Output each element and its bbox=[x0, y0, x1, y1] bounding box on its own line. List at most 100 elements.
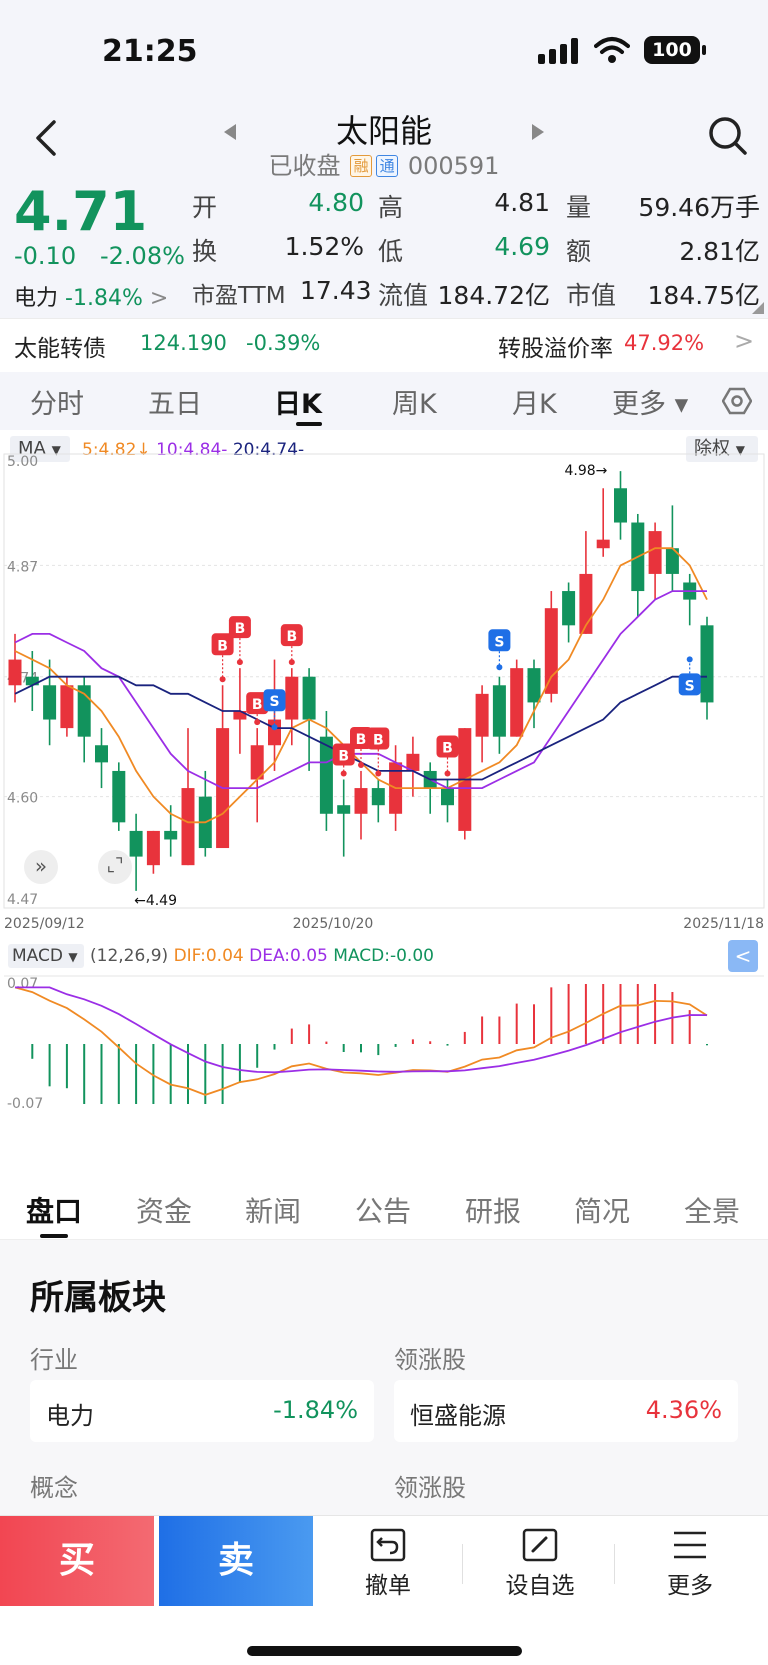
sell-signal-label: S bbox=[685, 678, 695, 694]
industry-name: 电力 bbox=[46, 1402, 94, 1430]
active-tab-indicator bbox=[296, 422, 322, 426]
candle-body bbox=[302, 676, 316, 720]
macd-dea: DEA:0.05 bbox=[249, 946, 328, 966]
status-bar: 21:25 100 bbox=[0, 0, 768, 100]
macd-y-bottom: -0.07 bbox=[7, 1096, 43, 1112]
leader-card-1[interactable]: 恒盛能源 4.36% bbox=[394, 1380, 738, 1442]
signal-badge bbox=[436, 735, 459, 758]
signal-badge bbox=[263, 689, 286, 712]
prev-stock-icon[interactable] bbox=[222, 122, 238, 142]
sell-button[interactable]: 卖 bbox=[159, 1516, 313, 1606]
stock-name: 太阳能 bbox=[335, 112, 432, 150]
leader-label-1: 领涨股 bbox=[394, 1346, 466, 1374]
tab-more[interactable]: 更多 ▾ bbox=[612, 389, 689, 420]
tab-profile[interactable]: 简况 bbox=[574, 1195, 631, 1228]
macd-value: MACD:-0.00 bbox=[333, 946, 434, 966]
bond-name: 太能转债 bbox=[14, 336, 106, 362]
candle-body bbox=[319, 736, 333, 814]
home-indicator bbox=[247, 1646, 522, 1656]
buy-signal-label: B bbox=[235, 621, 246, 637]
tab-announcements[interactable]: 公告 bbox=[355, 1195, 412, 1228]
tab-intraday[interactable]: 分时 bbox=[30, 389, 84, 420]
candle-body bbox=[371, 788, 385, 806]
industry-card[interactable]: 电力 -1.84% bbox=[30, 1380, 374, 1442]
x-axis-label: 2025/10/20 bbox=[293, 916, 374, 932]
signal-dot bbox=[288, 659, 295, 666]
candle-body bbox=[527, 668, 541, 703]
last-price: 4.71 bbox=[14, 180, 148, 243]
battery-level: 100 bbox=[652, 39, 692, 61]
tab-daily-k[interactable]: 日K bbox=[274, 389, 322, 420]
candle-body bbox=[700, 625, 714, 703]
next-stock-icon[interactable] bbox=[530, 122, 546, 142]
status-time: 21:25 bbox=[102, 34, 198, 69]
bond-price: 124.190 bbox=[140, 331, 227, 355]
divider bbox=[614, 1544, 615, 1584]
buy-signal-label: B bbox=[373, 733, 384, 749]
tab-monthly-k[interactable]: 月K bbox=[512, 389, 557, 420]
macd-values: (12,26,9) DIF:0.04 DEA:0.05 MACD:-0.00 bbox=[90, 946, 434, 966]
buy-signal-label: B bbox=[252, 697, 263, 713]
scroll-left-icon[interactable]: » bbox=[24, 850, 58, 884]
undo-icon bbox=[370, 1528, 406, 1562]
low-price-marker: ←4.49 bbox=[134, 893, 177, 909]
buy-signal-label: B bbox=[217, 638, 228, 654]
candle-body bbox=[233, 710, 247, 720]
signal-badge bbox=[678, 673, 701, 696]
y-tick-label: 4.47 bbox=[7, 892, 38, 908]
signal-dot bbox=[375, 770, 382, 777]
industry-label: 行业 bbox=[30, 1346, 78, 1374]
candle-body bbox=[129, 830, 143, 857]
more-label: 更多 bbox=[667, 1573, 713, 1599]
sell-signal-label: S bbox=[494, 634, 504, 650]
collapse-panel-icon[interactable]: < bbox=[728, 940, 758, 972]
tab-news[interactable]: 新闻 bbox=[245, 1195, 302, 1228]
candle-body bbox=[60, 685, 74, 729]
more-button[interactable]: 更多 bbox=[640, 1528, 740, 1600]
settings-icon[interactable] bbox=[722, 386, 752, 416]
back-icon[interactable] bbox=[32, 118, 58, 158]
kline-chart-area[interactable]: MA ▼ 5:4.82↓ 10:4.84- 20:4.74- 除权 ▼ 5.00… bbox=[0, 430, 768, 1180]
add-watchlist-button[interactable]: 设自选 bbox=[490, 1528, 590, 1600]
fullscreen-icon[interactable]: ⌞⌝ bbox=[98, 850, 132, 884]
chevron-right-icon: > bbox=[149, 286, 169, 311]
buy-signal-label: B bbox=[356, 732, 367, 748]
tab-funds[interactable]: 资金 bbox=[136, 1195, 193, 1228]
candle-body bbox=[562, 591, 576, 626]
price-change-pct: -2.08% bbox=[100, 242, 185, 270]
buy-button[interactable]: 买 bbox=[0, 1516, 154, 1606]
signal-dot bbox=[219, 676, 226, 683]
expand-corner-icon[interactable] bbox=[752, 302, 764, 314]
y-tick-label: 4.60 bbox=[7, 791, 38, 807]
menu-icon bbox=[674, 1531, 706, 1559]
signal-icon bbox=[538, 38, 578, 64]
macd-selector[interactable]: MACD ▼ bbox=[8, 944, 84, 968]
tab-five-day[interactable]: 五日 bbox=[148, 389, 202, 420]
cancel-order-button[interactable]: 撤单 bbox=[338, 1528, 438, 1600]
candle-body bbox=[665, 548, 679, 574]
tab-weekly-k[interactable]: 周K bbox=[392, 389, 437, 420]
candle-body bbox=[25, 676, 39, 686]
signal-badge bbox=[246, 692, 269, 715]
quote-label-amount: 额 bbox=[566, 237, 592, 266]
tab-overview[interactable]: 全景 bbox=[684, 1195, 741, 1228]
signal-dot bbox=[271, 724, 278, 731]
adjust-selector[interactable]: 除权 ▼ bbox=[686, 436, 758, 462]
sector-link[interactable]: 电力 -1.84% > bbox=[14, 280, 168, 312]
search-icon[interactable] bbox=[708, 116, 748, 156]
quote-label-volume: 量 bbox=[566, 193, 592, 222]
candle-body bbox=[95, 745, 108, 763]
tab-orderbook[interactable]: 盘口 bbox=[26, 1195, 83, 1228]
premium-label: 转股溢价率 bbox=[498, 336, 613, 362]
signal-dot bbox=[358, 761, 364, 768]
leader-label-2: 领涨股 bbox=[394, 1474, 466, 1502]
candle-body bbox=[648, 531, 662, 574]
caret-down-icon: ▼ bbox=[735, 443, 745, 457]
tab-research[interactable]: 研报 bbox=[465, 1195, 522, 1228]
leader-name-1: 恒盛能源 bbox=[410, 1402, 506, 1430]
chart-frame bbox=[3, 453, 765, 909]
convertible-bond-row[interactable]: 太能转债 124.190 -0.39% 转股溢价率 47.92% > bbox=[0, 318, 768, 368]
quote-value-float-cap: 184.72亿 bbox=[437, 281, 550, 310]
buy-signal-label: B bbox=[286, 629, 297, 645]
